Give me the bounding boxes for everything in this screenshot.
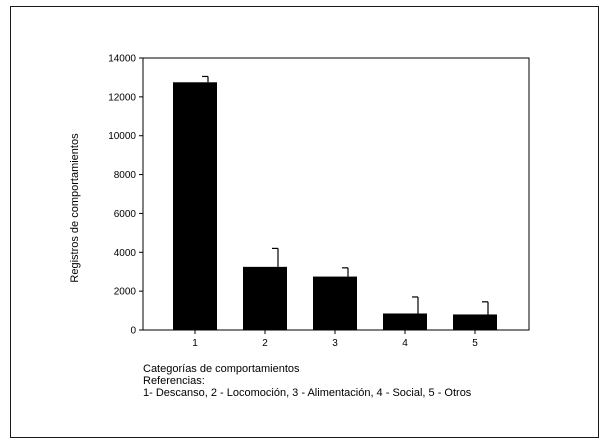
y-tick-label: 0 [130, 326, 136, 337]
error-bars [202, 75, 489, 315]
y-tick-label: 14000 [108, 54, 136, 65]
bar-2 [243, 266, 287, 330]
bars [173, 82, 497, 331]
y-axis-ticks: 0 2000 4000 6000 8000 10000 12000 14000 [108, 54, 143, 337]
y-tick-label: 4000 [114, 248, 137, 259]
x-tick-label: 3 [332, 338, 338, 349]
x-tick-label: 4 [402, 338, 408, 349]
x-axis-title: Categorías de comportamientos [143, 363, 300, 375]
y-tick-label: 8000 [114, 170, 137, 181]
y-tick-label: 12000 [108, 92, 136, 103]
y-tick-label: 6000 [114, 209, 137, 220]
x-tick-label: 2 [262, 338, 268, 349]
bar-5 [453, 314, 497, 330]
bar-1 [173, 82, 217, 331]
bar-3 [313, 276, 357, 330]
figure-frame [10, 6, 599, 438]
plot-area-frame [142, 57, 530, 331]
x-axis-ticks: 1 2 3 4 5 [192, 330, 478, 349]
references-title: Referencias: [143, 375, 205, 387]
x-tick-label: 1 [192, 338, 198, 349]
y-axis-title: Registros de comportamientos [69, 133, 81, 283]
references-legend: 1- Descanso, 2 - Locomoción, 3 - Aliment… [143, 387, 472, 399]
y-tick-label: 10000 [108, 131, 136, 142]
x-tick-label: 5 [472, 338, 478, 349]
bar-4 [383, 313, 427, 330]
y-tick-label: 2000 [114, 287, 137, 298]
